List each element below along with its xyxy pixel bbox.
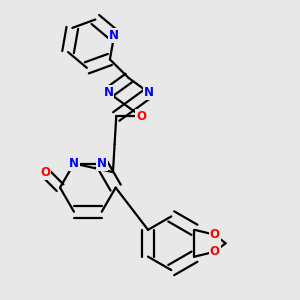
Text: N: N <box>69 157 79 170</box>
Text: N: N <box>144 86 154 99</box>
Text: O: O <box>210 245 220 258</box>
Text: N: N <box>97 157 107 170</box>
Text: O: O <box>136 110 146 123</box>
Text: N: N <box>109 29 119 42</box>
Text: O: O <box>210 228 220 241</box>
Text: O: O <box>40 167 50 179</box>
Text: N: N <box>103 86 113 99</box>
